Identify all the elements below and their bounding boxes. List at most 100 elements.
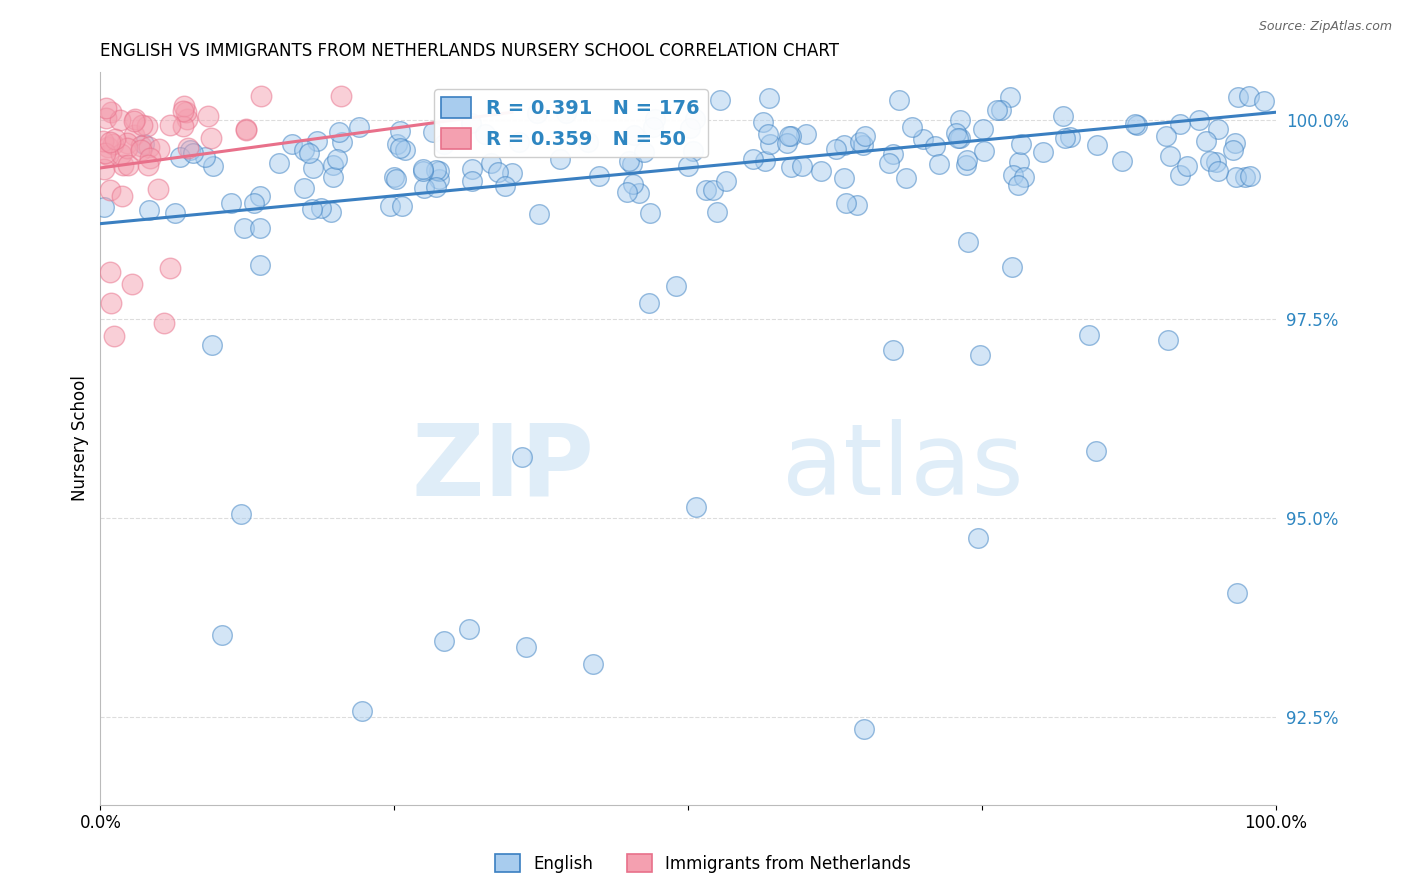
Text: ENGLISH VS IMMIGRANTS FROM NETHERLANDS NURSERY SCHOOL CORRELATION CHART: ENGLISH VS IMMIGRANTS FROM NETHERLANDS N… <box>100 42 839 60</box>
Point <box>194 150 217 164</box>
Point <box>1188 113 1211 128</box>
Point <box>494 178 516 193</box>
Point <box>148 142 170 156</box>
Point <box>1012 169 1035 184</box>
Point <box>201 338 224 352</box>
Point <box>173 99 195 113</box>
Point <box>134 137 156 152</box>
Point <box>683 112 706 126</box>
Point <box>384 169 406 184</box>
Point <box>709 93 731 107</box>
Point <box>249 220 271 235</box>
Point <box>98 135 121 149</box>
Point <box>1053 131 1076 145</box>
Point <box>100 296 122 310</box>
Point <box>281 137 304 152</box>
Point <box>1010 137 1032 152</box>
Point <box>172 119 194 133</box>
Point <box>122 128 145 142</box>
Point <box>233 220 256 235</box>
Point <box>990 103 1012 118</box>
Point <box>91 134 114 148</box>
Point <box>461 161 484 176</box>
Point <box>617 154 640 169</box>
Text: ZIP: ZIP <box>412 419 595 516</box>
Point <box>1154 128 1177 143</box>
Point <box>422 125 444 139</box>
Point <box>129 139 152 153</box>
Point <box>796 127 818 141</box>
Point <box>211 628 233 642</box>
Point <box>429 164 451 178</box>
Point <box>101 137 124 152</box>
Point <box>176 141 198 155</box>
Point <box>849 136 872 150</box>
Point <box>97 140 120 154</box>
Point <box>949 112 972 127</box>
Point <box>676 159 699 173</box>
Point <box>267 156 290 170</box>
Point <box>1223 136 1246 150</box>
Point <box>305 134 328 148</box>
Point <box>385 137 408 152</box>
Point <box>679 121 702 136</box>
Point <box>640 206 662 220</box>
Point <box>108 112 131 127</box>
Point <box>330 135 353 149</box>
Point <box>1226 586 1249 600</box>
Point <box>834 138 856 153</box>
Point <box>139 151 162 165</box>
Point <box>1032 145 1054 160</box>
Point <box>1170 117 1192 131</box>
Point <box>845 198 868 212</box>
Point <box>1208 121 1230 136</box>
Point <box>229 508 252 522</box>
Point <box>702 183 724 197</box>
Point <box>94 101 117 115</box>
Point <box>159 118 181 132</box>
Point <box>1175 159 1198 173</box>
Point <box>780 160 803 174</box>
Point <box>117 136 139 150</box>
Point <box>853 129 876 144</box>
Point <box>1157 333 1180 347</box>
Point <box>201 159 224 173</box>
Point <box>754 153 776 168</box>
Point <box>433 136 456 151</box>
Point <box>682 145 704 159</box>
Point <box>1059 130 1081 145</box>
Point <box>347 120 370 134</box>
Point <box>486 165 509 179</box>
Point <box>756 127 779 141</box>
Point <box>100 105 122 120</box>
Point <box>433 634 456 648</box>
Point <box>474 127 496 141</box>
Point <box>956 153 979 168</box>
Point <box>309 201 332 215</box>
Point <box>759 136 782 151</box>
Point <box>973 145 995 159</box>
Point <box>776 136 799 150</box>
Point <box>1125 117 1147 131</box>
Point <box>115 141 138 155</box>
Text: atlas: atlas <box>782 419 1024 516</box>
Point <box>425 162 447 177</box>
Point <box>124 112 146 127</box>
Point <box>425 180 447 194</box>
Point <box>221 196 243 211</box>
Point <box>122 114 145 128</box>
Point <box>292 143 315 157</box>
Point <box>508 135 530 149</box>
Point <box>1052 109 1074 123</box>
Point <box>163 206 186 220</box>
Point <box>169 150 191 164</box>
Point <box>758 91 780 105</box>
Point <box>1195 134 1218 148</box>
Point <box>153 316 176 330</box>
Point <box>742 152 765 166</box>
Point <box>391 199 413 213</box>
Point <box>110 147 132 161</box>
Point <box>135 119 157 133</box>
Y-axis label: Nursery School: Nursery School <box>72 376 89 501</box>
Point <box>695 183 717 197</box>
